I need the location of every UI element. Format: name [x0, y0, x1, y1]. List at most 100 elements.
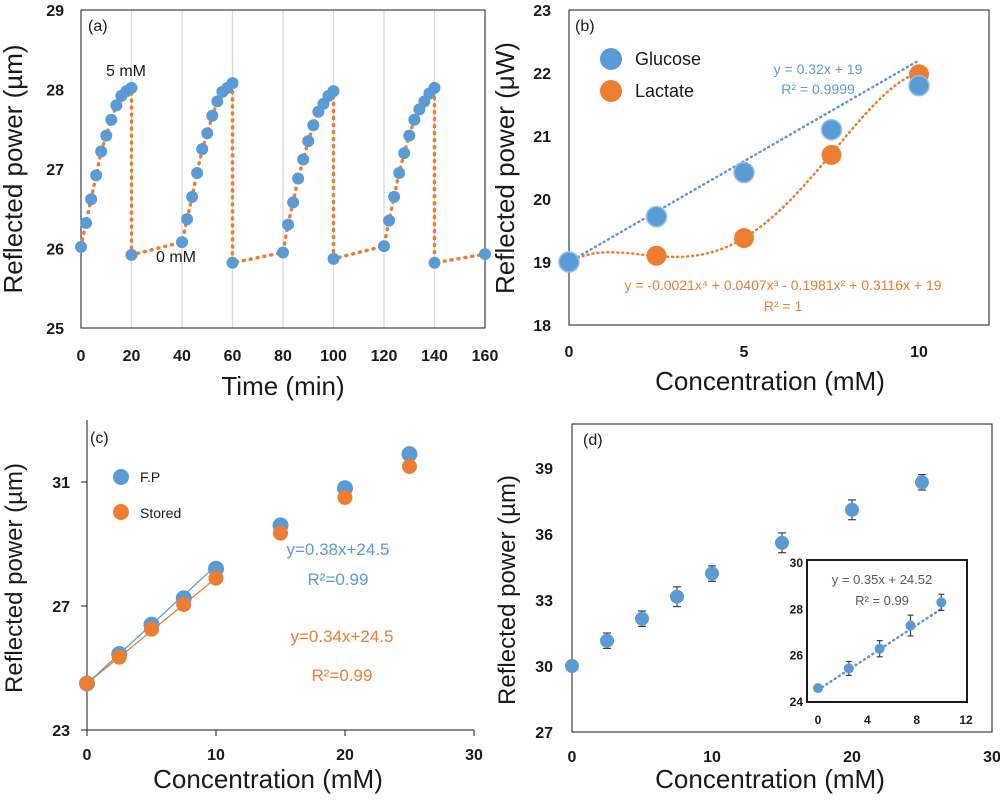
- a-data-point: [388, 190, 401, 203]
- d-tick-labels: 0 10 20 30 27 30 33 36 39: [535, 461, 1000, 766]
- a-data-point: [408, 113, 421, 126]
- c-stored-point: [208, 570, 224, 586]
- a-data-point: [191, 166, 204, 179]
- d-inset-equation: y = 0.35x + 24.52: [832, 572, 932, 587]
- b-y-tick-4: 22: [533, 66, 551, 83]
- b-lactate-point: [821, 144, 842, 165]
- b-lactate-point: [734, 228, 754, 249]
- c-stored-point: [144, 621, 159, 637]
- d-inset-tick-labels: 0 4 8 12 24 26 28 30: [790, 556, 973, 727]
- d-plot-frame: [571, 423, 993, 733]
- d-panel-label: (d): [583, 432, 603, 449]
- a-y-tick-4: 29: [46, 3, 64, 20]
- a-data-point: [277, 246, 289, 259]
- c-x-tick-0: 0: [83, 747, 92, 764]
- d-data-point: [600, 633, 614, 648]
- d-data-point: [635, 611, 649, 626]
- c-y-tick-2: 31: [52, 475, 70, 492]
- d-data-point: [705, 566, 719, 581]
- d-inset-points: [813, 593, 947, 694]
- c-tick-marks: [81, 481, 475, 736]
- c-y-tick-1: 27: [52, 599, 70, 616]
- b-legend-lactate-marker: [600, 80, 622, 102]
- a-data-point: [206, 109, 219, 122]
- d-points: [565, 474, 929, 673]
- d-inset-data-point: [843, 663, 854, 674]
- a-data-point: [181, 213, 194, 226]
- b-y-tick-1: 19: [533, 255, 551, 272]
- a-data-point: [211, 95, 224, 108]
- c-legend-fp-label: F.P: [140, 469, 160, 485]
- a-annotation-5mm: 5 mM: [106, 63, 146, 80]
- a-data-point: [428, 81, 441, 94]
- a-x-tick-7: 140: [421, 348, 448, 365]
- c-panel-label: (c): [90, 430, 109, 447]
- a-data-point: [125, 81, 138, 94]
- panel-d: 0 10 20 30 27 30 33 36 39 (d) Concentration (mM)…: [494, 423, 1000, 794]
- d-data-point: [565, 659, 579, 673]
- c-stored-equation: y=0.34x+24.5: [290, 627, 393, 646]
- b-points: [558, 64, 930, 273]
- a-data-point: [95, 145, 108, 158]
- c-stored-point: [337, 490, 353, 505]
- a-data-point: [176, 236, 188, 249]
- a-data-point: [403, 129, 416, 142]
- b-y-tick-0: 18: [533, 318, 551, 335]
- c-y-tick-0: 23: [52, 723, 70, 740]
- b-glucose-point: [820, 118, 843, 141]
- d-data-point: [775, 535, 789, 550]
- d-inset-y-tick-2: 28: [790, 602, 804, 616]
- d-x-tick-2: 20: [843, 749, 861, 766]
- a-tick-labels: 0 20 40 60 80 100 120 140 160 25 26 27 28 29: [46, 3, 498, 365]
- b-glucose-point: [558, 251, 580, 273]
- c-x-tick-1: 10: [207, 747, 225, 764]
- d-inset-x-tick-2: 8: [913, 713, 920, 727]
- a-y-tick-2: 27: [46, 162, 64, 179]
- a-data-point: [428, 256, 441, 269]
- a-data-point: [196, 143, 209, 156]
- b-legend-glucose-label: Glucose: [635, 49, 701, 69]
- d-x-axis-title: Concentration (mM): [655, 764, 885, 794]
- b-x-tick-2: 10: [910, 344, 928, 361]
- a-data-point: [226, 77, 239, 90]
- a-data-point: [327, 252, 340, 265]
- d-data-point: [670, 589, 684, 604]
- d-x-tick-0: 0: [568, 749, 577, 766]
- panel-c: 0 10 20 30 23 27 31 (c) F.P Stored y=0.38x+24.…: [1, 420, 483, 794]
- c-stored-r2: R²=0.99: [312, 666, 373, 685]
- c-stored-point: [273, 525, 288, 541]
- a-data-point: [186, 190, 199, 203]
- a-data-point: [383, 214, 396, 227]
- a-x-tick-5: 100: [320, 348, 347, 365]
- a-data-point: [110, 99, 123, 112]
- b-plot-frame: [568, 9, 990, 326]
- d-inset-x-tick-3: 12: [959, 713, 973, 727]
- c-fp-point: [401, 446, 418, 463]
- c-x-tick-2: 20: [336, 747, 354, 764]
- c-fp-equation: y=0.38x+24.5: [286, 540, 389, 559]
- a-x-tick-4: 80: [274, 348, 292, 365]
- c-stored-point: [111, 649, 127, 665]
- a-data-point: [287, 196, 300, 209]
- c-legend-stored-label: Stored: [140, 505, 181, 521]
- a-data-point: [105, 113, 118, 126]
- panel-b: 0 5 10 18 19 20 21 22 23 (b) Glucose Lactate y =…: [490, 3, 990, 396]
- b-y-tick-5: 23: [533, 3, 551, 20]
- b-legend-glucose-marker: [600, 48, 622, 70]
- a-data-point: [307, 119, 320, 132]
- b-y-axis-title: Reflected power (μW): [490, 42, 520, 294]
- a-data-point: [297, 153, 310, 166]
- a-data-point: [302, 135, 315, 148]
- a-y-tick-3: 28: [46, 83, 64, 100]
- a-data-point: [292, 172, 305, 185]
- c-x-axis-title: Concentration (mM): [153, 764, 383, 794]
- a-data-point: [479, 248, 491, 261]
- d-y-tick-3: 36: [535, 527, 553, 544]
- a-x-tick-2: 40: [173, 348, 191, 365]
- c-stored-point: [79, 676, 95, 691]
- d-inset-data-point: [936, 597, 947, 608]
- d-y-tick-2: 33: [535, 593, 553, 610]
- d-inset-x-tick-1: 4: [864, 713, 871, 727]
- a-annotation-0mm: 0 mM: [156, 249, 196, 266]
